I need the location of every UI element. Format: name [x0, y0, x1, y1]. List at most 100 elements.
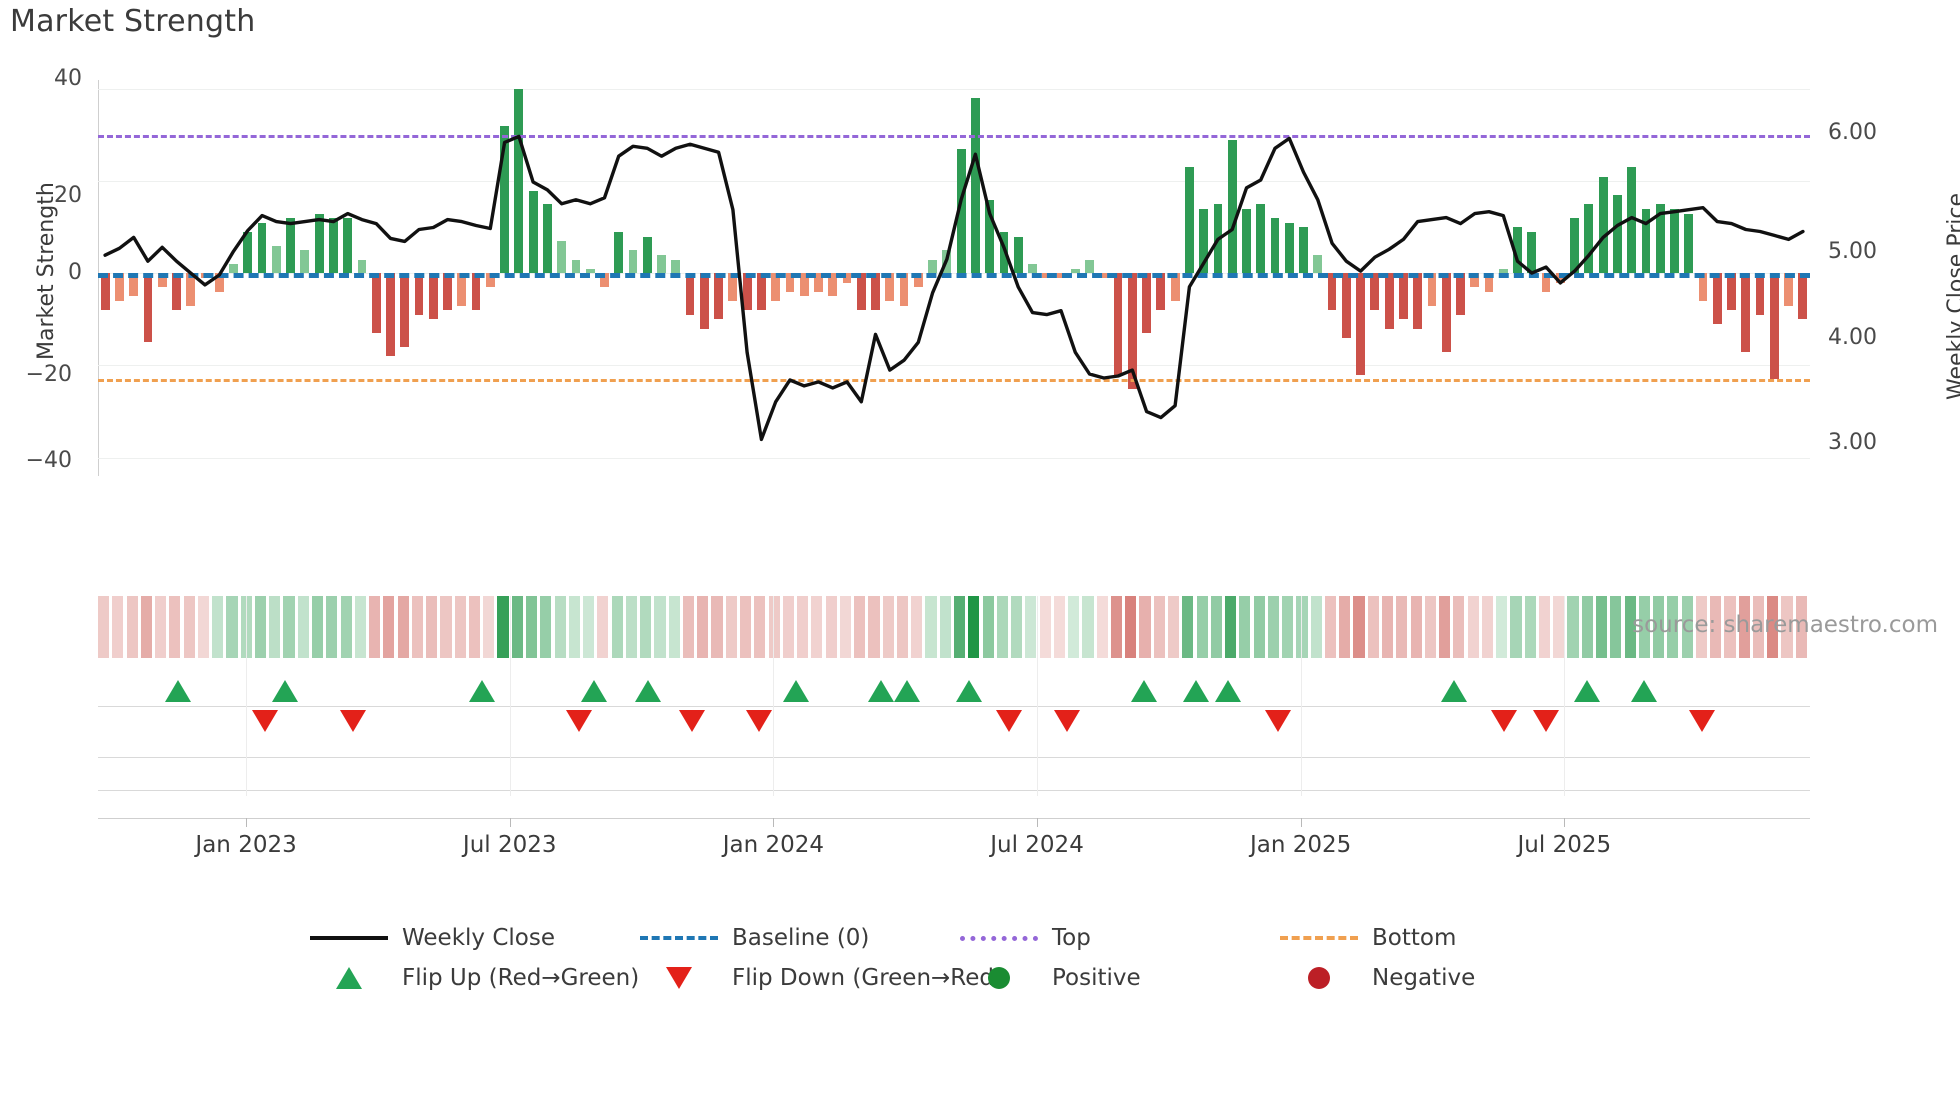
heatmap-cell — [625, 596, 637, 658]
heatmap-cell — [411, 596, 423, 658]
heatmap-cell — [340, 596, 352, 658]
y-axis-right-tick-5: 5.00 — [1828, 239, 1877, 264]
heatmap-cell — [911, 596, 923, 658]
strength-bar — [1199, 208, 1209, 274]
legend-item-positive[interactable]: Positive — [960, 965, 1141, 991]
legend-item-weekly-close[interactable]: Weekly Close — [310, 925, 555, 951]
strength-bar — [1398, 273, 1408, 320]
flip-marker-row — [98, 668, 1810, 744]
strength-bar — [371, 273, 381, 334]
heatmap-cell — [868, 596, 880, 658]
legend-item-negative[interactable]: Negative — [1280, 965, 1475, 991]
heatmap-cell — [1082, 596, 1094, 658]
heatmap-cell — [1339, 596, 1351, 658]
heatmap-cell — [1068, 596, 1080, 658]
strength-bar — [799, 273, 809, 297]
strength-bar — [1513, 227, 1522, 274]
heatmap-cell — [1039, 596, 1051, 658]
strength-bar — [1327, 273, 1337, 311]
flip-up-marker — [1183, 680, 1210, 702]
legend-label: Flip Up (Red→Green) — [402, 965, 640, 991]
heatmap-cell — [554, 596, 566, 658]
heatmap-cell — [326, 596, 338, 658]
heatmap-cell — [1210, 596, 1222, 658]
strength-bar — [1227, 139, 1237, 274]
heatmap-cell — [98, 596, 110, 658]
strength-bar — [1712, 273, 1722, 325]
heatmap-cell — [1767, 596, 1779, 658]
heatmap-cell — [1125, 596, 1137, 658]
heatmap-cell — [682, 596, 695, 658]
heatmap-cell — [483, 596, 495, 658]
main-plot-area — [98, 80, 1810, 476]
weekly-close-line — [103, 134, 1805, 442]
heatmap-cell — [1524, 596, 1536, 658]
strength-bar — [229, 264, 238, 274]
flip-up-marker — [868, 680, 895, 702]
x-axis-label-jan-2023: Jan 2023 — [195, 832, 297, 858]
strength-bar — [386, 273, 395, 357]
heatmap-cell — [1253, 596, 1265, 658]
strength-bar — [1013, 236, 1023, 274]
x-axis-tick — [246, 818, 248, 827]
x-axis-label-jan-2025: Jan 2025 — [1250, 832, 1352, 858]
heatmap-cell — [1638, 596, 1650, 658]
strength-bar — [1270, 218, 1280, 274]
heatmap-cell — [497, 596, 509, 658]
strength-bar — [172, 273, 181, 311]
strength-bar — [1541, 273, 1551, 292]
flip-up-marker — [164, 680, 191, 702]
x-axis-label-jul-2023: Jul 2023 — [462, 832, 557, 858]
heatmap-cell — [1667, 596, 1679, 658]
heatmap-cell — [854, 596, 866, 658]
legend-item-top[interactable]: Top — [960, 925, 1091, 951]
legend-item-baseline[interactable]: Baseline (0) — [640, 925, 869, 951]
reference-line-top — [98, 135, 1810, 139]
strength-bar — [1341, 273, 1351, 338]
heatmap-cell — [782, 596, 794, 658]
heatmap-cell — [1496, 596, 1508, 658]
heatmap-cell — [183, 596, 195, 658]
heatmap-cell — [1382, 596, 1394, 658]
heatmap-cell — [1011, 596, 1023, 658]
reference-line-bottom — [98, 379, 1810, 383]
flip-up-marker — [783, 680, 810, 702]
strength-bar — [214, 273, 224, 292]
strength-bar — [300, 250, 310, 274]
strength-bar — [542, 204, 552, 274]
heatmap-cell — [1267, 596, 1279, 658]
strength-bar — [728, 273, 738, 302]
heatmap-cell — [697, 596, 709, 658]
heatmap-cell — [939, 596, 951, 658]
strength-bar — [1441, 273, 1451, 352]
flip-up-marker — [956, 680, 983, 702]
strength-bar — [1727, 273, 1736, 311]
strength-bar — [1242, 208, 1251, 274]
heatmap-cell — [668, 596, 680, 658]
heatmap-cell — [1353, 596, 1365, 658]
legend-item-bottom[interactable]: Bottom — [1280, 925, 1456, 951]
heatmap-cell — [1310, 596, 1322, 658]
legend-item-flip-up[interactable]: Flip Up (Red→Green) — [310, 965, 639, 991]
flip-up-marker — [469, 680, 496, 702]
strength-bar — [414, 273, 424, 315]
strength-bar — [357, 259, 367, 274]
strength-bar — [428, 273, 438, 320]
heatmap-cell — [226, 596, 238, 658]
triangle-up-icon — [336, 967, 362, 989]
source-caption: source: sharemaestro.com — [1632, 612, 1938, 638]
flip-down-marker — [995, 710, 1022, 732]
heatmap-cell — [1695, 596, 1707, 658]
heatmap-cell — [1239, 596, 1251, 658]
strength-bar — [1670, 208, 1679, 274]
flip-up-marker — [1214, 680, 1241, 702]
flip-up-marker — [1440, 680, 1467, 702]
legend-item-flip-down[interactable]: Flip Down (Green→Red) — [640, 965, 1003, 991]
flip-up-marker — [272, 680, 299, 702]
strength-bar — [557, 241, 567, 274]
heatmap-cell — [1096, 596, 1108, 658]
strength-bar — [1028, 264, 1037, 274]
strength-bar — [500, 126, 510, 274]
strength-bar — [928, 259, 938, 274]
strength-bar — [899, 273, 909, 306]
